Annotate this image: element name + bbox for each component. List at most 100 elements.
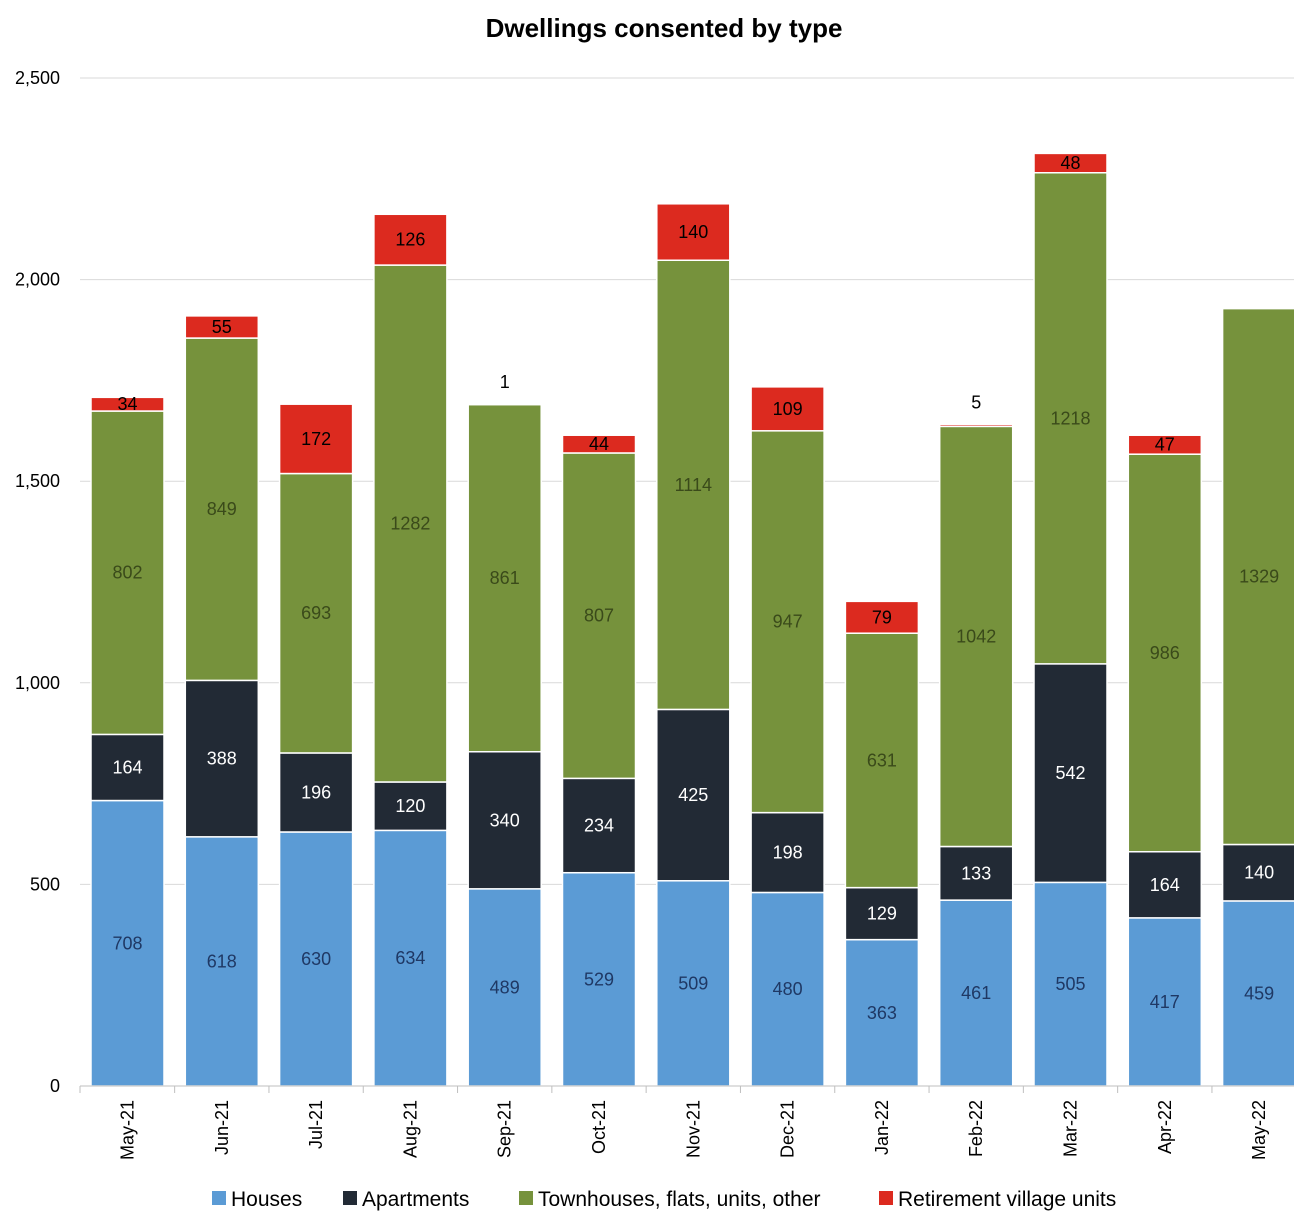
bars: 708 164 802 34 618 388 849 55 630 196 693 172 634 120… bbox=[90, 152, 1294, 1087]
legend-swatch bbox=[519, 1191, 533, 1205]
x-tick-label: Jun-21 bbox=[212, 1100, 232, 1155]
data-label: 55 bbox=[212, 317, 232, 337]
bar-segment-retirement-village-units bbox=[750, 386, 825, 432]
data-label: 1114 bbox=[675, 475, 712, 495]
bar-segment-apartments bbox=[561, 777, 637, 874]
bar-segment-retirement-village-units bbox=[1033, 152, 1108, 174]
x-tick-label: Oct-21 bbox=[589, 1100, 609, 1154]
data-label: 861 bbox=[490, 568, 520, 588]
bar-segment-houses bbox=[844, 938, 920, 1087]
bar-segment-townhouses-flats-units-other bbox=[1033, 172, 1108, 665]
bar-segment-houses bbox=[1221, 900, 1294, 1087]
data-label: 529 bbox=[584, 969, 614, 989]
bar-segment-houses bbox=[373, 829, 448, 1087]
data-label: 947 bbox=[773, 612, 803, 632]
data-label: 388 bbox=[207, 749, 237, 769]
bar-segment-apartments bbox=[373, 781, 448, 832]
legend-label: Apartments bbox=[362, 1188, 469, 1211]
data-label: 708 bbox=[112, 933, 142, 953]
legend-swatch bbox=[343, 1191, 357, 1205]
data-label: 802 bbox=[112, 563, 142, 583]
data-label: 425 bbox=[678, 785, 708, 805]
data-label: 363 bbox=[867, 1003, 897, 1023]
bar-segment-retirement-village-units bbox=[373, 213, 448, 266]
y-tick-label: 500 bbox=[30, 874, 60, 894]
legend-label: Houses bbox=[231, 1188, 302, 1211]
bar-segment-houses bbox=[561, 871, 637, 1087]
bar-segment-retirement-village-units bbox=[844, 600, 920, 634]
data-label: 1329 bbox=[1239, 567, 1279, 587]
bar-segment-retirement-village-units bbox=[938, 423, 1014, 428]
data-label: 340 bbox=[490, 810, 520, 830]
legend-swatch bbox=[212, 1191, 226, 1205]
bar-segment-townhouses-flats-units-other bbox=[750, 430, 825, 814]
data-label: 630 bbox=[301, 949, 331, 969]
x-tick-label: May-21 bbox=[118, 1100, 138, 1160]
data-label: 807 bbox=[584, 606, 614, 626]
data-label: 79 bbox=[872, 607, 892, 627]
x-tick-label: Jan-22 bbox=[872, 1100, 892, 1155]
legend-swatch bbox=[879, 1191, 893, 1205]
data-label: 1282 bbox=[390, 514, 430, 534]
bar-segment-townhouses-flats-units-other bbox=[1127, 453, 1203, 853]
bar-segment-retirement-village-units bbox=[561, 434, 637, 454]
bar-segment-retirement-village-units bbox=[1127, 434, 1203, 455]
x-tick-label: Aug-21 bbox=[400, 1100, 420, 1158]
y-tick-label: 1,500 bbox=[15, 471, 60, 491]
chart-title: Dwellings consented by type bbox=[486, 13, 843, 43]
data-label: 109 bbox=[773, 399, 803, 419]
data-label: 120 bbox=[395, 796, 425, 816]
legend-label: Townhouses, flats, units, other bbox=[538, 1188, 821, 1211]
data-label: 849 bbox=[207, 499, 237, 519]
bar-segment-houses bbox=[184, 836, 260, 1087]
bar-segment-townhouses-flats-units-other bbox=[1221, 307, 1294, 846]
data-label: 459 bbox=[1244, 983, 1274, 1003]
y-tick-label: 0 bbox=[50, 1076, 60, 1096]
legend: Houses Apartments Townhouses, flats, units… bbox=[212, 1188, 1116, 1211]
y-tick-label: 1,000 bbox=[15, 673, 60, 693]
bar-segment-retirement-village-units bbox=[278, 403, 354, 475]
x-tick-label: Mar-22 bbox=[1061, 1100, 1081, 1157]
data-label: 129 bbox=[867, 904, 897, 924]
data-label: 505 bbox=[1055, 974, 1085, 994]
data-label: 140 bbox=[678, 222, 708, 242]
data-label: 1042 bbox=[956, 626, 996, 646]
data-label: 480 bbox=[773, 979, 803, 999]
y-axis: 0 500 1,000 1,500 2,000 2,500 bbox=[15, 68, 60, 1096]
y-tick-label: 2,000 bbox=[15, 270, 60, 290]
data-label: 986 bbox=[1150, 643, 1180, 663]
bar-segment-townhouses-flats-units-other bbox=[938, 425, 1014, 848]
bar-segment-townhouses-flats-units-other bbox=[467, 403, 542, 753]
data-label: 196 bbox=[301, 782, 331, 802]
x-tick-label: May-22 bbox=[1249, 1100, 1269, 1160]
data-label: 634 bbox=[395, 948, 425, 968]
bar-segment-townhouses-flats-units-other bbox=[373, 264, 448, 783]
data-label: 126 bbox=[395, 230, 425, 250]
data-label: 164 bbox=[1150, 875, 1180, 895]
data-label: 693 bbox=[301, 603, 331, 623]
data-label: 234 bbox=[584, 816, 614, 836]
bar-segment-houses bbox=[1033, 881, 1108, 1087]
data-label: 461 bbox=[961, 983, 991, 1003]
legend-label: Retirement village units bbox=[898, 1188, 1116, 1211]
bar-segment-townhouses-flats-units-other bbox=[561, 452, 637, 780]
bar-segment-retirement-village-units bbox=[90, 396, 165, 412]
data-label: 618 bbox=[207, 951, 237, 971]
data-label: 47 bbox=[1155, 435, 1175, 455]
bar-segment-apartments bbox=[90, 733, 165, 802]
data-label: 133 bbox=[961, 863, 991, 883]
data-label: 164 bbox=[112, 757, 142, 777]
data-label: 5 bbox=[971, 392, 981, 412]
bar-segment-apartments bbox=[467, 750, 542, 890]
bar-segment-retirement-village-units bbox=[184, 315, 260, 339]
bar-segment-townhouses-flats-units-other bbox=[278, 472, 354, 754]
bar-segment-apartments bbox=[1033, 663, 1108, 884]
y-tick-label: 2,500 bbox=[15, 68, 60, 88]
data-label: 631 bbox=[867, 750, 897, 770]
data-label: 1 bbox=[500, 372, 510, 392]
bar-segment-apartments bbox=[750, 811, 825, 894]
bar-segment-houses bbox=[750, 891, 825, 1087]
data-label: 48 bbox=[1060, 153, 1080, 173]
data-label: 140 bbox=[1244, 863, 1274, 883]
